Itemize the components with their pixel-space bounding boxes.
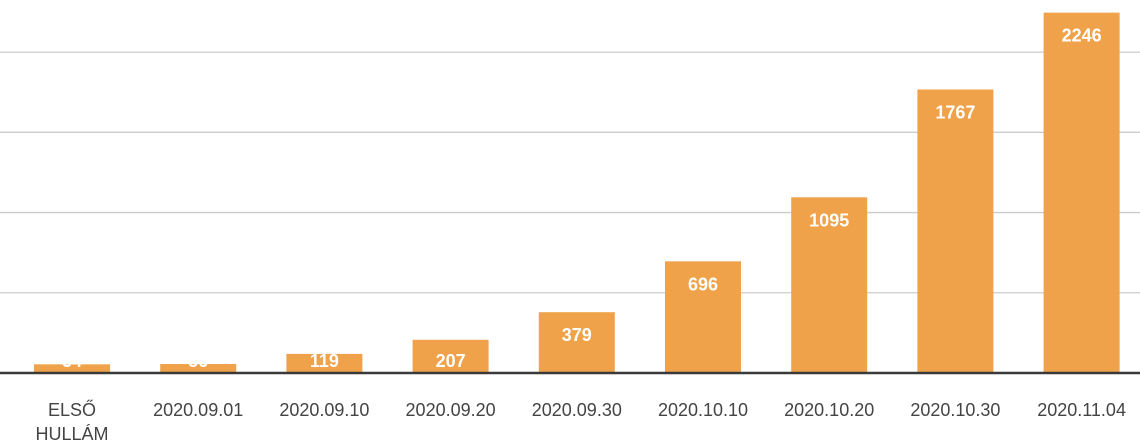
data-label: 119 — [310, 351, 339, 371]
data-label: 1767 — [935, 102, 975, 122]
bar — [791, 197, 868, 373]
bar — [1043, 12, 1120, 373]
data-label: 696 — [688, 274, 718, 294]
data-label: 54 — [62, 351, 82, 371]
x-tick-label: 2020.10.30 — [910, 400, 1000, 420]
bar — [917, 89, 994, 374]
bar — [538, 312, 615, 373]
x-tick-label: ELSŐ — [48, 399, 96, 420]
x-tick-label: 2020.10.20 — [784, 400, 874, 420]
bar — [160, 364, 237, 373]
data-label: 56 — [188, 351, 208, 371]
data-label: 1095 — [809, 210, 849, 230]
x-tick-label: HULLÁM — [35, 424, 108, 444]
x-tick-label: 2020.09.01 — [153, 400, 243, 420]
x-tick-labels: ELSŐ HULLÁM 2020.09.01 2020.09.10 2020.09.20… — [35, 399, 1125, 444]
bar — [665, 261, 741, 373]
x-tick-label: 2020.09.20 — [406, 400, 496, 420]
x-tick-label: 2020.09.30 — [532, 400, 622, 420]
data-label: 2246 — [1062, 26, 1102, 46]
bars — [34, 12, 1120, 374]
x-tick-label: 2020.10.10 — [658, 400, 748, 420]
bar — [34, 364, 110, 373]
x-tick-label: 2020.11.04 — [1037, 400, 1126, 420]
bar — [286, 353, 363, 373]
bar — [412, 339, 489, 373]
data-label: 379 — [562, 325, 592, 345]
data-label: 207 — [436, 351, 466, 371]
data-labels: 54 56 119 207 379 696 1095 1767 2246 — [62, 26, 1102, 371]
x-tick-label: 2020.09.10 — [279, 400, 369, 420]
